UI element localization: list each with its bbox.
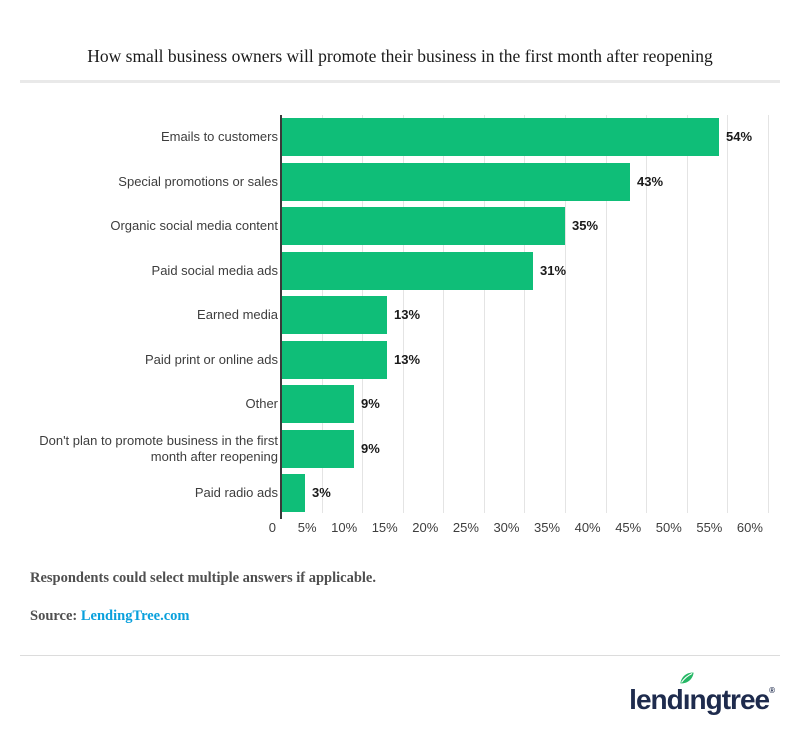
gridline [565,115,567,513]
bar [282,340,387,379]
x-axis-tick-label: 30% [493,520,520,535]
value-label: 31% [540,262,567,278]
bar-row: Other 9% [0,385,800,423]
x-axis-tick-label: 50% [655,520,682,535]
x-axis-tick-label: 10% [331,520,358,535]
gridline [402,115,404,513]
bar [282,251,533,290]
logo-text-lend: lend [629,684,684,715]
lendingtree-logo: lendı ngtree® [629,672,775,716]
category-label: Paid print or online ads [145,351,278,367]
x-axis-tick-label: 35% [534,520,561,535]
gridline [727,115,729,513]
bar-row: Special promotions or sales 43% [0,162,800,201]
category-label: Special promotions or sales [118,173,278,189]
x-axis-tick-label: 25% [452,520,479,535]
gridline [646,115,648,513]
value-label: 13% [394,307,421,322]
bar [282,296,387,334]
gridline [483,115,485,513]
bar-row: Paid print or online ads 13% [0,340,800,379]
logo-text-ngtree: ngtree [689,684,771,715]
x-axis-tick-label: 20% [412,520,439,535]
x-axis-tick-label: 40% [574,520,601,535]
source-link[interactable]: LendingTree.com [80,608,190,624]
leaf-icon [680,672,694,684]
x-axis-tick-label: 0 [268,520,276,535]
source-line: Source: LendingTree.com [30,608,190,625]
x-axis-tick-label: 60% [736,520,763,535]
registered-mark: ® [769,686,775,695]
value-label: 35% [572,218,599,233]
category-label: Other [245,396,278,412]
category-label: Paid radio ads [194,485,278,501]
category-label: Earned media [197,307,278,323]
bar-row: Earned media 13% [0,296,800,334]
gridline [686,115,688,513]
value-label: 3% [312,485,331,500]
chart-title: How small business owners will promote t… [87,46,713,66]
bar [282,118,719,156]
bar-row: Paid radio ads 3% [0,474,800,512]
x-axis-tick-label: 45% [615,520,642,535]
category-label: Don't plan to promote business in the fi… [39,433,278,464]
footnote: Respondents could select multiple answer… [30,570,376,586]
logo-dotless-i: ı [682,684,691,715]
bar-row: Emails to customers 54% [0,118,800,156]
gridline [524,115,526,513]
gridline [767,115,769,513]
bar [282,207,565,245]
x-axis-tick-label: 55% [696,520,723,535]
category-label: Emails to customers [160,129,278,145]
bar [282,162,630,201]
bar-row: Organic social media content 35% [0,207,800,245]
bar [282,429,354,468]
value-label: 54% [726,129,753,144]
bar [282,474,305,512]
bar-row: Paid social media ads 31% [0,251,800,290]
gridline [605,115,607,513]
value-label: 9% [361,440,380,456]
category-label: Paid social media ads [151,262,278,278]
category-label: Organic social media content [110,218,278,234]
value-label: 43% [637,173,664,189]
gridline [443,115,445,513]
x-axis-tick-label: 5% [297,520,317,535]
bar [282,385,354,423]
value-label: 13% [394,351,421,367]
bottom-divider [20,655,780,656]
source-label: Source: [30,608,78,624]
top-divider [20,80,780,83]
value-label: 9% [361,396,380,411]
bar-row: Don't plan to promote business in the fi… [0,429,800,468]
logo-i: ı [680,672,694,716]
y-axis-line [280,115,282,519]
x-axis-tick-label: 15% [371,520,398,535]
bar-chart: Emails to customers 54% Special promotions… [0,115,800,555]
